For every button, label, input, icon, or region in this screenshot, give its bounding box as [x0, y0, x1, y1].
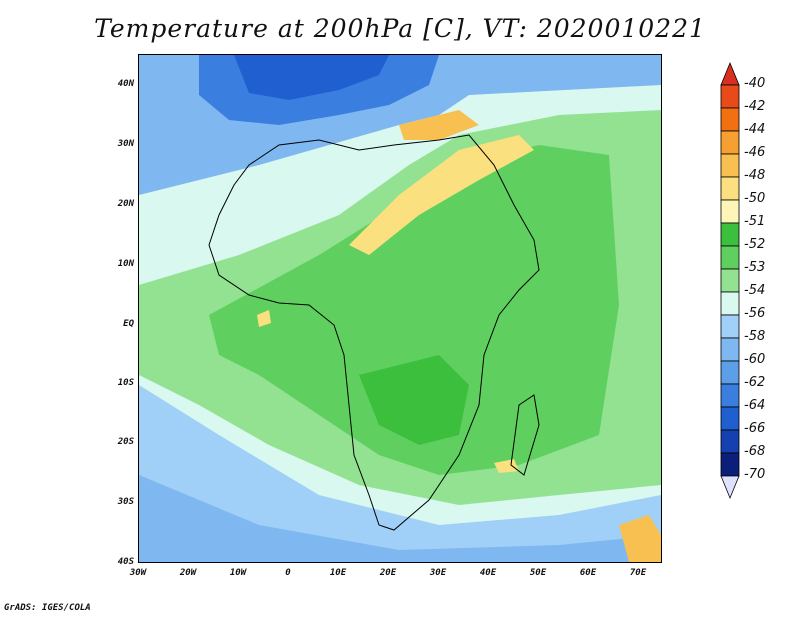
lon-tick-label: 30W: [129, 568, 147, 578]
colorbar-swatch: [720, 360, 740, 385]
lat-tick-label: 20S: [117, 437, 134, 447]
colorbar-swatch: [720, 406, 740, 431]
lat-tick-label: 10N: [117, 259, 134, 269]
lon-tick-label: 30E: [429, 568, 447, 578]
colorbar-swatch: [720, 222, 740, 247]
colorbar-label: -46: [744, 145, 766, 160]
colorbar-label: -48: [744, 168, 766, 183]
temperature-field: [139, 55, 661, 562]
colorbar-label: -51: [744, 214, 766, 229]
colorbar-label: -66: [744, 421, 766, 436]
colorbar-label: -54: [744, 283, 766, 298]
colorbar-label: -64: [744, 398, 766, 413]
colorbar-swatch: [720, 337, 740, 362]
map-title: Temperature at 200hPa [C], VT: 202001022…: [94, 14, 706, 43]
colorbar-label: -60: [744, 352, 766, 367]
colorbar-label: -44: [744, 122, 766, 137]
lat-tick-label: 40S: [117, 557, 134, 567]
colorbar-max-arrow: [720, 61, 740, 86]
colorbar-swatch: [720, 245, 740, 270]
colorbar-swatch: [720, 176, 740, 201]
colorbar-swatch: [720, 429, 740, 454]
colorbar-label: -62: [744, 375, 766, 390]
colorbar-label: -70: [744, 467, 766, 482]
colorbar-label: -56: [744, 306, 766, 321]
lat-tick-label: 30S: [117, 497, 134, 507]
colorbar-label: -58: [744, 329, 766, 344]
lon-tick-label: 70E: [629, 568, 647, 578]
lon-tick-label: 10W: [229, 568, 247, 578]
colorbar-swatch: [720, 314, 740, 339]
lon-tick-label: 20W: [179, 568, 197, 578]
colorbar-legend: -40 -42 -44 -46 -48 -50 -51 -52 -53 -54 …: [718, 60, 798, 560]
lon-tick-label: 10E: [329, 568, 347, 578]
colorbar-swatch: [720, 199, 740, 224]
colorbar-swatch: [720, 291, 740, 316]
lat-tick-label: 20N: [117, 199, 134, 209]
colorbar-swatch: [720, 130, 740, 155]
colorbar-swatch: [720, 383, 740, 408]
colorbar-label: -52: [744, 237, 766, 252]
colorbar-swatch: [720, 153, 740, 178]
colorbar-min-arrow: [720, 475, 740, 500]
lon-tick-label: 50E: [529, 568, 547, 578]
colorbar-swatch: [720, 452, 740, 477]
colorbar-label: -50: [744, 191, 766, 206]
colorbar-swatch: [720, 84, 740, 109]
lat-tick-label: 40N: [117, 79, 134, 89]
colorbar-swatch: [720, 268, 740, 293]
colorbar-label: -68: [744, 444, 766, 459]
lon-tick-label: 60E: [579, 568, 597, 578]
colorbar-label: -42: [744, 99, 766, 114]
credit-footer: GrADS: IGES/COLA: [4, 603, 91, 613]
colorbar-label: -40: [744, 76, 766, 91]
lat-tick-label: 30N: [117, 139, 134, 149]
colorbar-swatch: [720, 107, 740, 132]
lat-tick-label: 10S: [117, 378, 134, 388]
temperature-map: [138, 54, 662, 563]
lon-tick-label: 40E: [479, 568, 497, 578]
colorbar-label: -53: [744, 260, 766, 275]
lat-tick-label: EQ: [123, 319, 134, 329]
colorbar-swatches: [720, 61, 740, 500]
lon-tick-label: 20E: [379, 568, 397, 578]
lon-tick-label: 0: [285, 568, 291, 578]
